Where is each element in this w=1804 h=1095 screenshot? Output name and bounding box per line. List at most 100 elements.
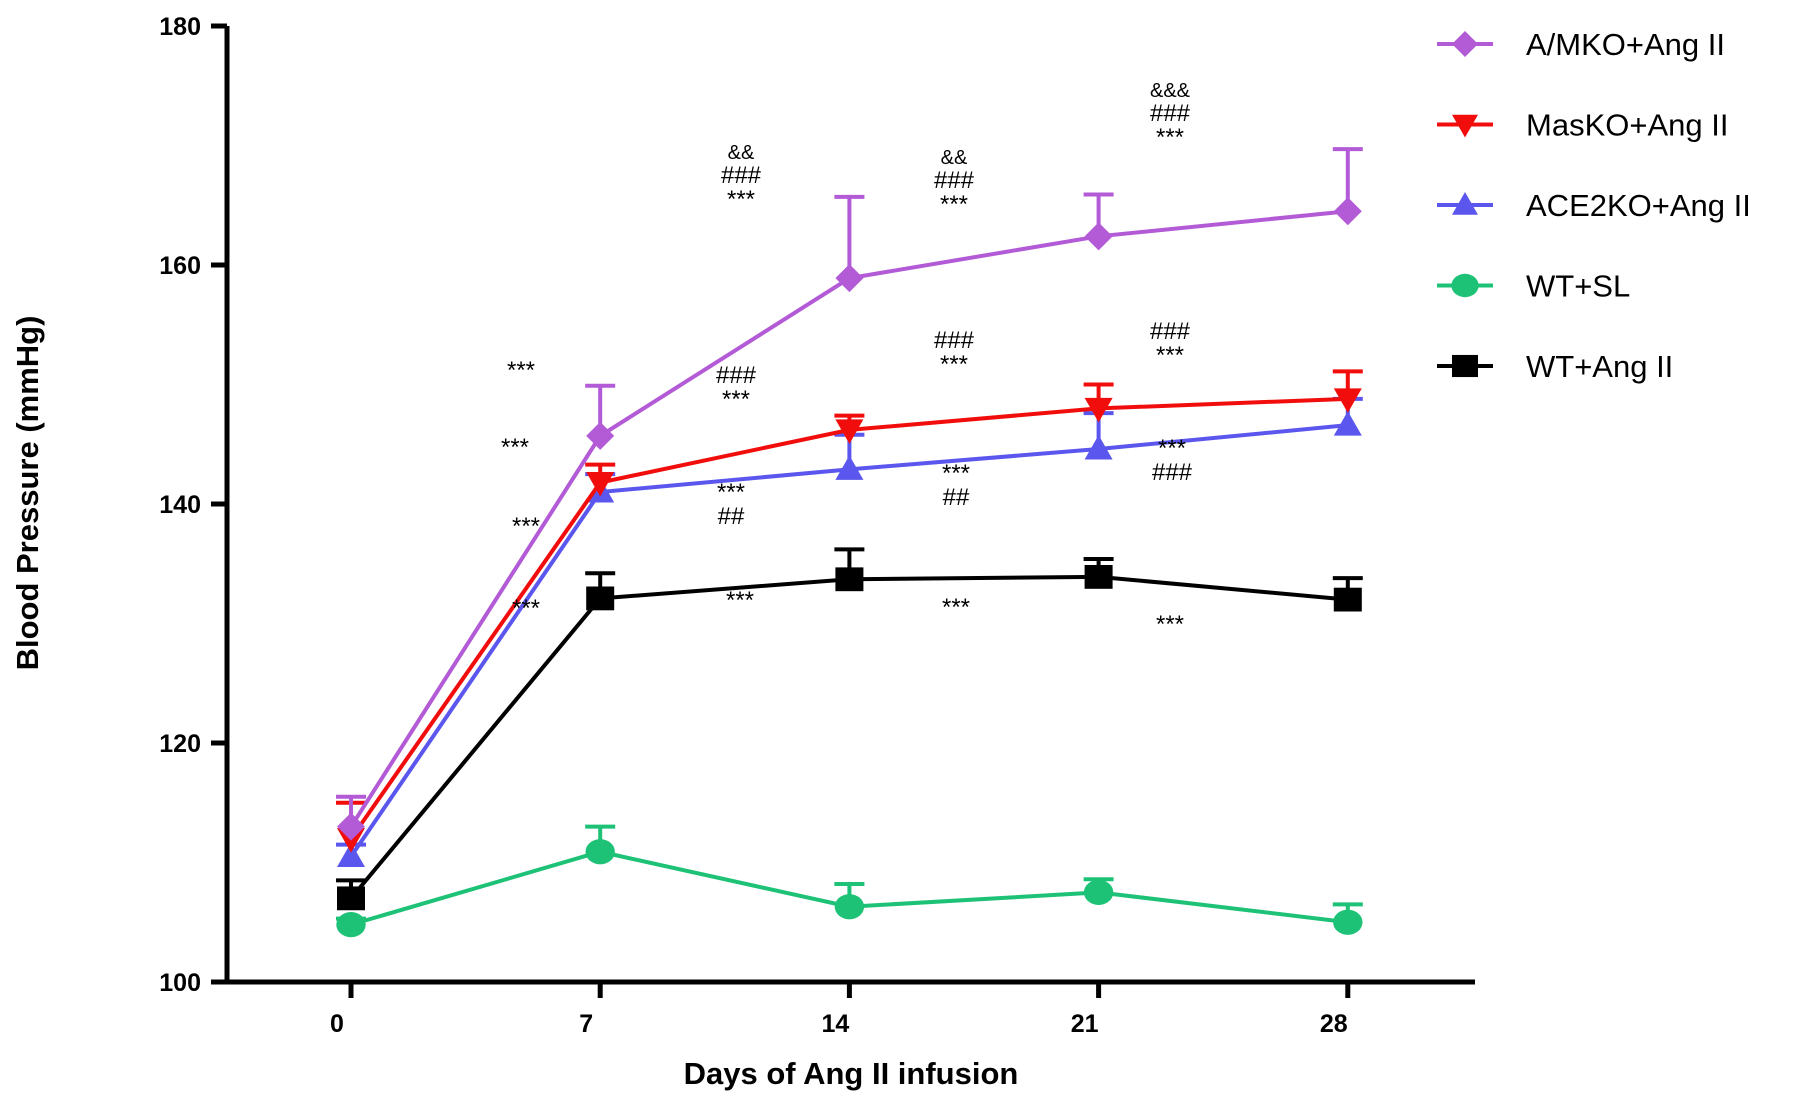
annotation-text: ## — [943, 484, 970, 511]
annotation-x28: ###*** — [1150, 318, 1191, 369]
x-tick-label: 0 — [330, 1010, 344, 1038]
annotation-text: *** — [942, 460, 970, 487]
annotation-x7: *** — [501, 434, 529, 461]
annotation-text: &&& — [1150, 80, 1191, 102]
annotation-text: *** — [940, 191, 968, 218]
legend-item: A/MKO+Ang II — [1437, 27, 1725, 62]
annotation-x21: *** — [942, 594, 970, 621]
annotation-text: *** — [501, 434, 529, 461]
legend-marker — [1452, 354, 1478, 378]
series-line — [349, 209, 1349, 828]
data-point — [1333, 388, 1362, 413]
annotation-x14: *** — [726, 587, 754, 614]
data-point — [1084, 564, 1113, 589]
data-point — [835, 419, 864, 444]
annotation-text: *** — [722, 386, 750, 413]
annotation-x14: ***## — [717, 479, 745, 530]
data-point — [835, 567, 864, 592]
annotation-text: *** — [942, 594, 970, 621]
x-tick-label: 7 — [579, 1010, 593, 1038]
annotation-text: *** — [717, 479, 745, 506]
legend-label: ACE2KO+Ang II — [1526, 188, 1751, 223]
series-masko-ang-ii — [336, 369, 1363, 853]
legend-item: WT+Ang II — [1437, 349, 1673, 384]
annotation-x21: ###*** — [934, 327, 975, 378]
legend-marker — [1452, 31, 1478, 57]
legend-label: WT+Ang II — [1526, 349, 1673, 384]
x-axis-title: Days of Ang II infusion — [684, 1056, 1019, 1091]
annotation-x21: ***## — [942, 460, 970, 511]
data-point — [337, 842, 365, 868]
y-tick-label: 180 — [159, 13, 201, 41]
x-tick-label: 14 — [821, 1010, 849, 1038]
data-point — [834, 894, 865, 920]
data-point — [586, 586, 615, 611]
annotation-text: ## — [718, 503, 745, 530]
annotation-x28: ***### — [1152, 435, 1193, 486]
legend-marker — [1452, 114, 1478, 138]
data-point — [337, 812, 365, 841]
annotation-text: ### — [934, 167, 975, 194]
annotation-text: ### — [721, 162, 762, 189]
data-point — [585, 839, 615, 865]
annotation-text: *** — [512, 595, 540, 622]
data-point — [336, 912, 366, 938]
annotation-text: *** — [1156, 342, 1184, 369]
annotation-text: *** — [1156, 611, 1184, 638]
annotation-x28: &&&###*** — [1150, 80, 1191, 151]
legend-marker — [1451, 273, 1479, 298]
annotation-text: ### — [716, 362, 757, 389]
annotation-text: *** — [512, 513, 540, 540]
annotation-text: ### — [934, 327, 975, 354]
data-point — [337, 886, 365, 911]
x-tick-label: 28 — [1320, 1010, 1348, 1038]
significance-annotations: ************&&###***###******##***&&###*… — [501, 80, 1193, 638]
annotation-x14: &&###*** — [721, 142, 762, 213]
annotation-text: && — [728, 142, 755, 164]
data-point — [1333, 197, 1362, 226]
annotation-text: *** — [727, 186, 755, 213]
series-line — [349, 423, 1348, 858]
data-point — [1333, 587, 1362, 612]
series-a-mko-ang-ii — [336, 147, 1363, 841]
annotation-text: *** — [726, 587, 754, 614]
y-tick-label: 100 — [159, 969, 201, 997]
legend-item: WT+SL — [1437, 269, 1630, 304]
annotation-text: ### — [1150, 318, 1191, 345]
y-tick-label: 140 — [159, 491, 201, 519]
data-point — [586, 471, 615, 497]
x-tick-label: 21 — [1071, 1010, 1099, 1038]
y-tick-label: 160 — [159, 252, 201, 280]
annotation-x28: *** — [1156, 611, 1184, 638]
annotation-x7: *** — [507, 357, 535, 384]
data-point — [1084, 435, 1113, 460]
data-point — [1084, 222, 1113, 251]
data-point — [835, 455, 864, 480]
annotation-x14: ###*** — [716, 362, 757, 413]
axes: 100 120 140 160 180 0 7 14 21 28 — [159, 13, 1475, 1038]
annotation-text: *** — [940, 351, 968, 378]
annotation-x21: &&###*** — [934, 147, 975, 218]
annotation-text: ### — [1152, 459, 1193, 486]
data-point — [1083, 879, 1114, 905]
legend-label: WT+SL — [1526, 269, 1630, 304]
legend-marker — [1452, 192, 1478, 215]
legend: A/MKO+Ang II MasKO+Ang II ACE2KO+Ang II WT+… — [1437, 27, 1751, 384]
data-point — [586, 421, 615, 450]
annotation-text: ### — [1150, 100, 1191, 127]
annotation-text: *** — [507, 357, 535, 384]
series-layer — [336, 147, 1363, 938]
series-wt-ang-ii — [336, 547, 1363, 911]
data-point — [835, 264, 864, 293]
annotation-x7: *** — [512, 513, 540, 540]
series-wt-sl — [336, 824, 1363, 938]
series-ace2ko-ang-ii — [336, 396, 1363, 868]
y-tick-label: 120 — [159, 730, 201, 758]
legend-item: ACE2KO+Ang II — [1437, 188, 1751, 223]
data-point — [1333, 909, 1363, 935]
data-point — [1333, 411, 1362, 436]
y-axis-title: Blood Pressure (mmHg) — [10, 316, 45, 671]
legend-item: MasKO+Ang II — [1437, 108, 1728, 143]
annotation-text: *** — [1158, 435, 1186, 462]
